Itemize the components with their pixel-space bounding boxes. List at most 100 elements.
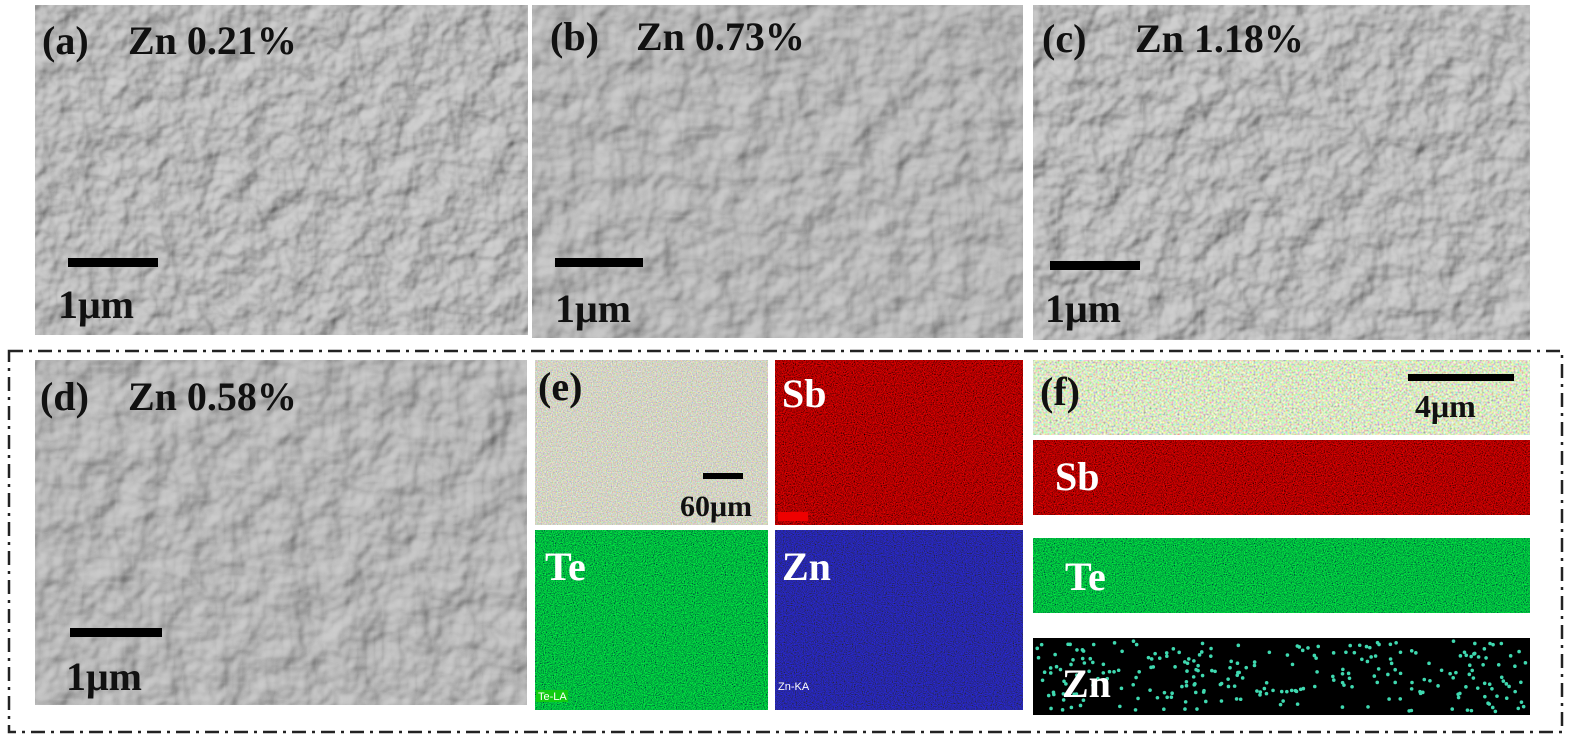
- dot: [1312, 684, 1317, 689]
- dot: [1164, 651, 1169, 655]
- dot: [1101, 671, 1106, 675]
- dot: [1238, 697, 1243, 702]
- dot: [1064, 682, 1068, 686]
- dot: [1120, 649, 1124, 654]
- dot: [1398, 650, 1403, 655]
- dot: [1366, 705, 1370, 709]
- dot: [1183, 700, 1188, 704]
- dot: [1389, 661, 1394, 666]
- dot: [1068, 642, 1072, 647]
- dot: [1375, 640, 1380, 645]
- dot: [1516, 706, 1521, 711]
- dot: [1279, 689, 1284, 694]
- dot: [1040, 678, 1045, 683]
- dot: [1252, 660, 1257, 664]
- dot: [1162, 707, 1166, 711]
- dot: [1210, 668, 1214, 673]
- map-label: Sb: [1055, 454, 1100, 499]
- dot: [1357, 643, 1362, 648]
- dot: [1483, 694, 1487, 699]
- dot: [1467, 672, 1472, 677]
- scale-bar: [1050, 261, 1140, 270]
- dot: [1448, 671, 1452, 676]
- dot: [1407, 709, 1411, 713]
- dot: [1087, 669, 1091, 674]
- dot: [1517, 649, 1521, 654]
- dot: [1092, 679, 1097, 684]
- dot: [1071, 657, 1075, 662]
- dot: [1258, 693, 1262, 697]
- dot: [1235, 661, 1240, 666]
- dot: [1386, 672, 1390, 677]
- zn-dots: [1035, 639, 1528, 714]
- dot: [1069, 705, 1074, 710]
- dot: [1267, 650, 1272, 655]
- dot: [1388, 657, 1393, 661]
- dot: [1376, 667, 1381, 671]
- dot: [1170, 691, 1174, 695]
- dot: [1036, 655, 1041, 660]
- dot: [1393, 680, 1398, 685]
- dot: [1387, 697, 1391, 701]
- dot: [1482, 681, 1487, 686]
- dot: [1464, 685, 1468, 689]
- sem-image: [532, 5, 1023, 338]
- dot: [1462, 650, 1467, 655]
- map-tag: Zn-KA: [778, 681, 810, 693]
- dot: [1232, 684, 1237, 688]
- dot: [1182, 660, 1187, 664]
- dot: [1495, 694, 1499, 698]
- panel-label: (f): [1040, 369, 1080, 414]
- dot: [1186, 657, 1191, 661]
- dot: [1177, 650, 1181, 655]
- dot: [1131, 682, 1136, 687]
- dot: [1184, 683, 1189, 688]
- dot: [1519, 700, 1524, 704]
- scale-bar: [1408, 374, 1514, 381]
- dot: [1112, 669, 1116, 674]
- dot: [1342, 683, 1346, 687]
- dot: [1488, 641, 1492, 646]
- dot: [1454, 670, 1458, 675]
- dot: [1290, 662, 1295, 667]
- dot: [1373, 654, 1378, 658]
- dot: [1398, 697, 1403, 701]
- dot: [1048, 671, 1053, 675]
- scale-label: 4μm: [1415, 388, 1476, 424]
- dot: [1451, 676, 1455, 680]
- panel-label: (d): [40, 374, 89, 419]
- dot: [1398, 671, 1403, 676]
- map-label: Zn: [1062, 661, 1111, 706]
- dot: [1315, 670, 1319, 674]
- line-map: [1033, 638, 1530, 715]
- dot: [1264, 680, 1269, 685]
- dot: [1521, 704, 1526, 709]
- dot: [1472, 652, 1476, 656]
- panel-title: Zn 0.58%: [128, 374, 297, 419]
- dot: [1428, 678, 1432, 683]
- dot: [1134, 675, 1138, 680]
- dot: [1078, 703, 1083, 708]
- dot: [1314, 656, 1318, 660]
- dot: [1180, 684, 1184, 689]
- dot: [1226, 684, 1231, 689]
- scale-bar: [555, 258, 643, 267]
- dot: [1237, 670, 1241, 675]
- dot: [1344, 650, 1348, 655]
- dot: [1091, 660, 1095, 665]
- dot: [1080, 656, 1085, 661]
- dot: [1490, 705, 1495, 710]
- dot: [1112, 641, 1117, 645]
- dot: [1255, 689, 1259, 693]
- dot: [1493, 709, 1498, 714]
- dot: [1035, 646, 1040, 651]
- line-map: [1033, 538, 1530, 613]
- eds-composite: [535, 360, 768, 525]
- legend-swatch: [536, 690, 568, 702]
- dot: [1196, 663, 1200, 668]
- dot: [1418, 689, 1422, 694]
- dot: [1153, 651, 1157, 656]
- dot: [1137, 669, 1141, 674]
- dot: [1487, 682, 1492, 687]
- dot: [1271, 688, 1275, 693]
